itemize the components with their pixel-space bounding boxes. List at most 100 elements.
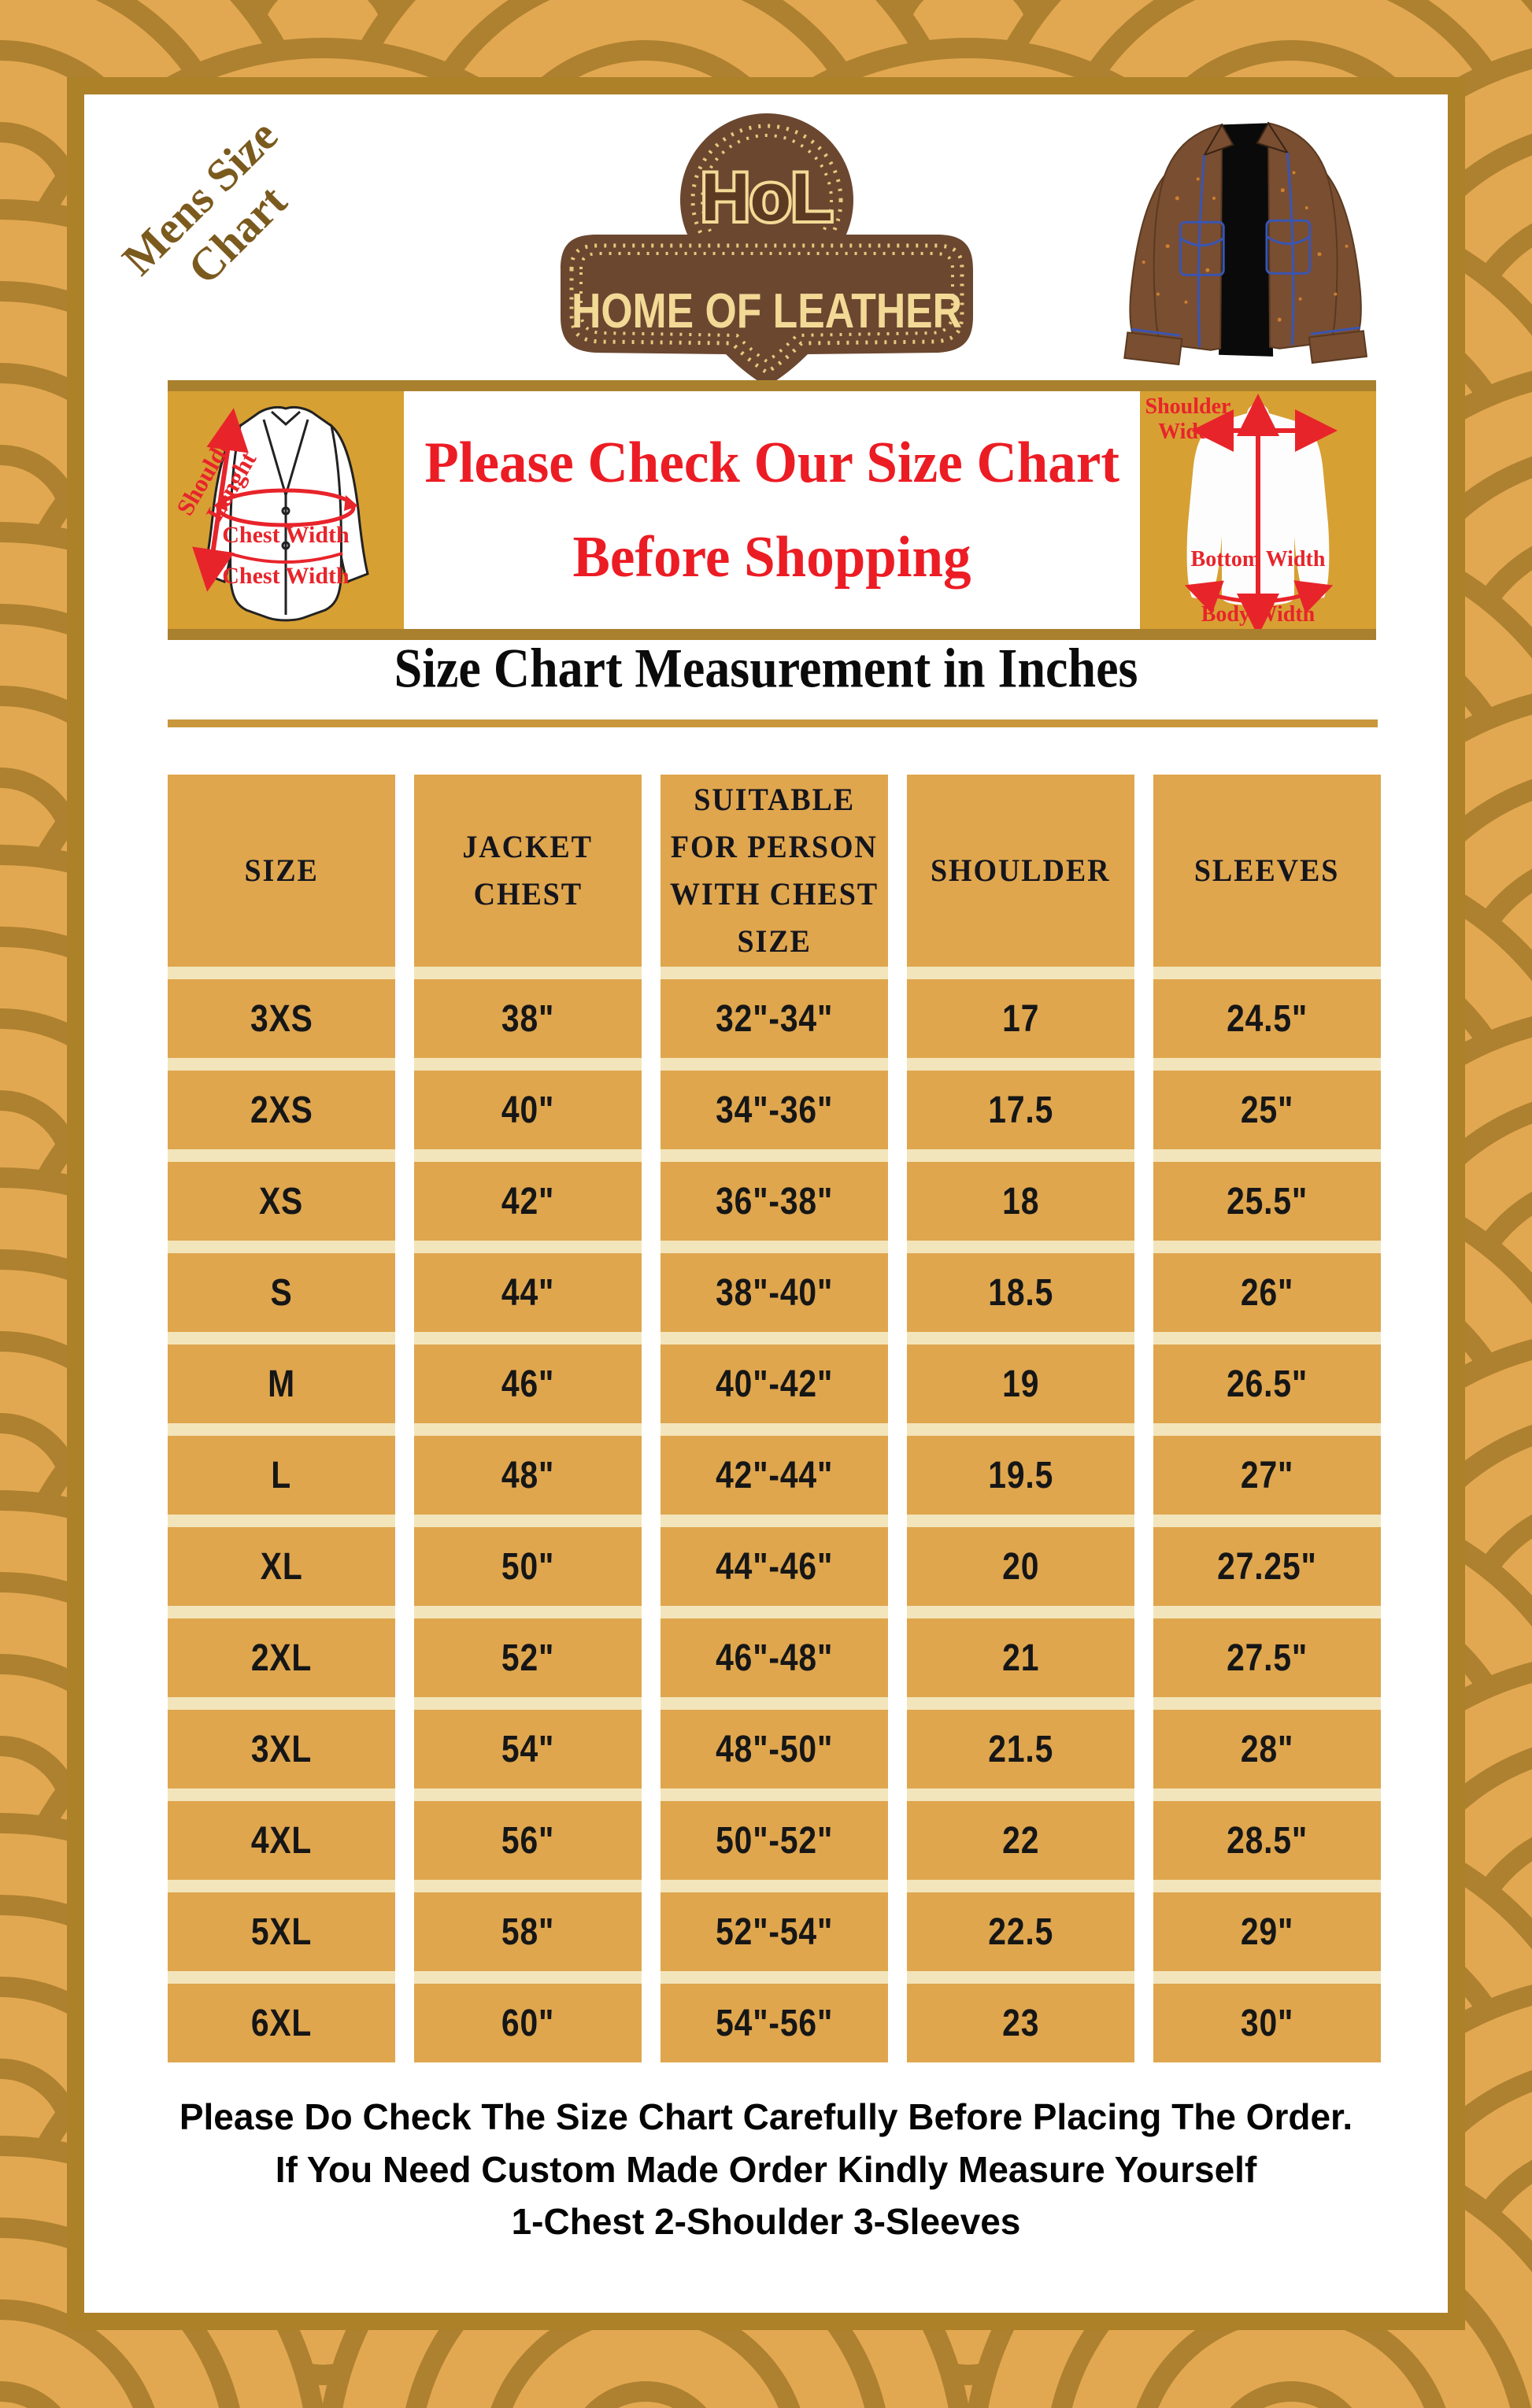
table-cell-value: 25.5" xyxy=(1226,1180,1308,1222)
table-cell-value: 18.5 xyxy=(988,1271,1053,1314)
table-cell: 44"-46" xyxy=(661,1515,888,1606)
leather-badge-icon: HoL HOME OF LEATHER xyxy=(561,113,973,387)
table-cell: 21 xyxy=(907,1606,1134,1697)
table-header-cell: SLEEVES xyxy=(1153,775,1381,967)
table-cell-value: L xyxy=(271,1454,292,1496)
table-cell-value: 6XL xyxy=(250,2002,313,2044)
table-cell-value: 38"-40" xyxy=(716,1271,833,1314)
table-cell: 27" xyxy=(1153,1423,1381,1515)
table-cell-value: M xyxy=(268,1363,295,1405)
banner-headline-line: Please Check Our Size Chart xyxy=(424,431,1119,495)
section-heading: Size Chart Measurement in Inches xyxy=(394,638,1138,700)
table-cell-value: 48"-50" xyxy=(716,1728,833,1770)
table-cell-value: XS xyxy=(259,1180,304,1222)
table-cell: 18 xyxy=(907,1149,1134,1241)
table-cell-value: 42"-44" xyxy=(716,1454,833,1496)
table-cell-value: 40"-42" xyxy=(716,1363,833,1405)
table-cell: 24.5" xyxy=(1153,967,1381,1058)
table-cell-value: 17.5 xyxy=(988,1089,1053,1131)
table-cell: S xyxy=(168,1241,395,1332)
footer-line: 1-Chest 2-Shoulder 3-Sleeves xyxy=(511,2201,1021,2243)
banner-top-strip xyxy=(168,380,1376,391)
table-cell-value: 26.5" xyxy=(1226,1363,1308,1405)
table-cell: 22.5 xyxy=(907,1880,1134,1971)
table-cell: 6XL xyxy=(168,1971,395,2062)
table-cell-value: 27" xyxy=(1240,1454,1294,1496)
table-cell-value: 42" xyxy=(501,1180,555,1222)
table-cell-value: 25" xyxy=(1240,1089,1294,1131)
table-header-cell: SIZE xyxy=(168,775,395,967)
table-cell: 19.5 xyxy=(907,1423,1134,1515)
table-cell-value: 2XS xyxy=(250,1089,313,1131)
body-width-label: Body Width xyxy=(1201,602,1316,627)
table-cell-value: 58" xyxy=(501,1910,555,1953)
table-cell-value: 54" xyxy=(501,1728,555,1770)
table-cell-value: 54"-56" xyxy=(716,2002,833,2044)
table-cell-value: 5XL xyxy=(250,1910,313,1953)
table-cell: 46" xyxy=(414,1332,642,1423)
table-cell-value: 56" xyxy=(501,1819,555,1862)
table-header-line: SLEEVES xyxy=(1194,853,1340,888)
suit-front-icon xyxy=(192,405,369,622)
table-cell: 44" xyxy=(414,1241,642,1332)
table-cell: 52" xyxy=(414,1606,642,1697)
jacket-illustration xyxy=(1110,102,1370,366)
table-header-line: SIZE xyxy=(244,853,319,888)
table-cell-value: 52"-54" xyxy=(716,1910,833,1953)
table-cell-value: 44" xyxy=(501,1271,555,1314)
table-cell: 2XS xyxy=(168,1058,395,1149)
back-measure-diagram: Shoulder Width Bottom Width Body Width xyxy=(1140,391,1376,629)
table-cell: 22 xyxy=(907,1788,1134,1880)
table-cell-value: 48" xyxy=(501,1454,555,1496)
table-cell-value: 29" xyxy=(1240,1910,1294,1953)
notice-banner: Shoulder Lenght Chest Width Chest Width … xyxy=(168,380,1376,640)
banner-bottom-strip xyxy=(168,629,1376,640)
table-cell: 50" xyxy=(414,1515,642,1606)
table-cell-value: 27.25" xyxy=(1217,1545,1317,1588)
table-cell: 48"-50" xyxy=(661,1697,888,1788)
table-cell: 3XL xyxy=(168,1697,395,1788)
banner-headline-line: Before Shopping xyxy=(572,525,971,590)
table-cell-value: 21 xyxy=(1001,1637,1040,1679)
table-cell-value: 32"-34" xyxy=(716,997,833,1040)
table-cell: 21.5 xyxy=(907,1697,1134,1788)
table-cell-value: XL xyxy=(260,1545,303,1588)
table-header-line: SUITABLE xyxy=(694,782,855,817)
table-cell: 29" xyxy=(1153,1880,1381,1971)
table-cell: 36"-38" xyxy=(661,1149,888,1241)
logo-name: HOME OF LEATHER xyxy=(572,284,962,338)
brand-badge: HoL HOME OF LEATHER xyxy=(542,105,992,390)
table-cell: 56" xyxy=(414,1788,642,1880)
table-header-line: JACKET xyxy=(462,829,594,864)
table-header-line: FOR PERSON xyxy=(671,829,878,864)
table-cell-value: 22.5 xyxy=(988,1910,1053,1953)
table-cell: 42"-44" xyxy=(661,1423,888,1515)
table-cell-value: 24.5" xyxy=(1226,997,1308,1040)
table-cell-value: 38" xyxy=(501,997,555,1040)
table-cell: 34"-36" xyxy=(661,1058,888,1149)
table-cell: M xyxy=(168,1332,395,1423)
table-cell: 19 xyxy=(907,1332,1134,1423)
divider-rule xyxy=(168,719,1378,727)
front-measure-diagram: Shoulder Lenght Chest Width Chest Width xyxy=(168,391,404,629)
table-header-line: CHEST xyxy=(473,876,583,912)
table-cell-value: 50"-52" xyxy=(716,1819,833,1862)
table-cell-value: 17 xyxy=(1001,997,1040,1040)
table-cell-value: 2XL xyxy=(250,1637,313,1679)
table-cell: 27.5" xyxy=(1153,1606,1381,1697)
table-cell-value: 40" xyxy=(501,1089,555,1131)
chest-width-label: Chest Width xyxy=(222,522,350,548)
table-cell: 38" xyxy=(414,967,642,1058)
footer-line: Please Do Check The Size Chart Carefully… xyxy=(179,2096,1353,2137)
table-cell: 50"-52" xyxy=(661,1788,888,1880)
table-header-line: SIZE xyxy=(737,923,812,959)
table-cell: XL xyxy=(168,1515,395,1606)
table-cell: 26" xyxy=(1153,1241,1381,1332)
bottom-width-label: Bottom Width xyxy=(1190,547,1326,571)
table-cell-value: 23 xyxy=(1001,2002,1040,2044)
table-cell-value: 50" xyxy=(501,1545,555,1588)
table-cell-value: 46"-48" xyxy=(716,1637,833,1679)
table-cell-value: 28" xyxy=(1240,1728,1294,1770)
table-cell-value: 60" xyxy=(501,2002,555,2044)
shoulder-width-label: Shoulder Width xyxy=(1145,394,1231,445)
